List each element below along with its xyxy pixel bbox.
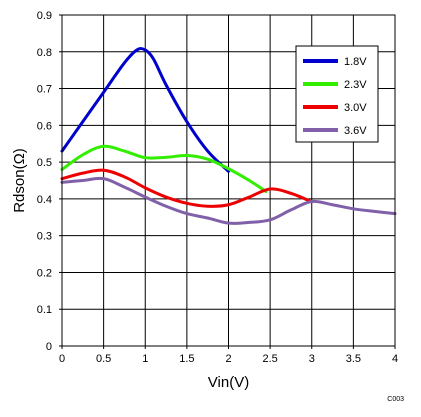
- x-tick-label: 0: [59, 353, 65, 365]
- series-line-1-8v: [60, 47, 230, 173]
- x-tick-label: 3.5: [346, 353, 361, 365]
- legend-label: 3.0V: [344, 102, 367, 114]
- legend-label: 3.6V: [344, 125, 367, 137]
- y-tick-label: 0.6: [37, 120, 52, 132]
- x-tick-label: 1: [142, 353, 148, 365]
- y-tick-label: 0.1: [37, 304, 52, 316]
- x-tick-label: 2: [225, 353, 231, 365]
- figure-code: C003: [387, 396, 404, 403]
- series-line-3-6v: [60, 176, 397, 225]
- series-lines: [60, 47, 397, 225]
- x-axis-ticks: 0 0.5 1 1.5 2 2.5 3 3.5 4: [59, 346, 398, 365]
- legend: 1.8V 2.3V 3.0V 3.6V: [295, 45, 379, 143]
- y-tick-label: 0: [46, 341, 52, 353]
- x-tick-label: 1.5: [179, 353, 194, 365]
- y-tick-label: 0.3: [37, 231, 52, 243]
- y-tick-label: 0.4: [37, 194, 52, 206]
- x-tick-label: 2.5: [262, 353, 277, 365]
- series-line-2-3v: [60, 144, 268, 194]
- y-tick-label: 0.2: [37, 267, 52, 279]
- x-axis-label: Vin(V): [208, 374, 249, 391]
- y-axis-ticks: 0 0.1 0.2 0.3 0.4 0.5 0.6 0.7 0.8 0.9: [37, 10, 62, 353]
- legend-label: 1.8V: [344, 56, 367, 68]
- x-tick-label: 4: [392, 353, 398, 365]
- y-tick-label: 0.9: [37, 10, 52, 22]
- y-tick-label: 0.8: [37, 47, 52, 59]
- y-tick-label: 0.5: [37, 157, 52, 169]
- x-tick-label: 0.5: [96, 353, 111, 365]
- y-tick-label: 0.7: [37, 84, 52, 96]
- series-line-3-0v: [60, 168, 314, 208]
- legend-label: 2.3V: [344, 79, 367, 91]
- x-tick-label: 3: [309, 353, 315, 365]
- y-axis-label: Rdson(Ω): [11, 148, 28, 213]
